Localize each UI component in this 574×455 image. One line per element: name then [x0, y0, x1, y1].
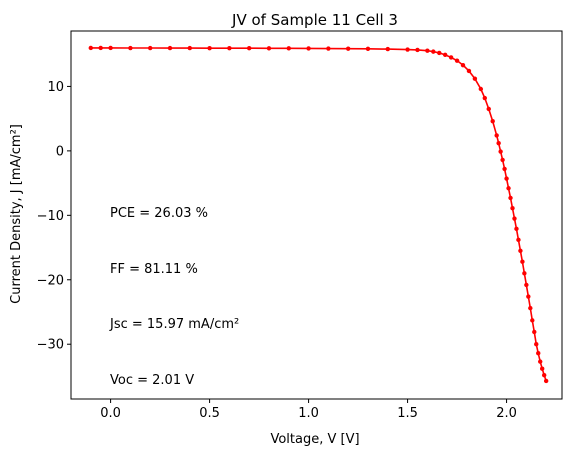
data-point — [516, 237, 521, 243]
x-tick-label: 0.5 — [199, 406, 220, 421]
data-point — [442, 52, 448, 58]
data-point — [425, 48, 430, 53]
y-axis: −30 −20 −10 0 10 — [37, 80, 71, 353]
data-point — [520, 259, 525, 264]
data-point — [207, 45, 212, 51]
annotation-text: FF = 81.11 % — [110, 262, 198, 277]
data-point — [500, 157, 505, 163]
series-layer — [88, 45, 549, 384]
data-point — [128, 45, 133, 51]
data-point — [530, 318, 535, 323]
y-tick-label: 0 — [56, 144, 64, 159]
data-point — [534, 342, 539, 347]
data-point — [108, 45, 113, 51]
data-point — [187, 45, 192, 51]
y-tick-label: 10 — [47, 80, 64, 95]
data-point — [502, 166, 507, 172]
annotation-text: Jsc = 15.97 mA/cm² — [109, 317, 239, 332]
annotation-text: PCE = 26.03 % — [110, 206, 208, 221]
data-point — [286, 46, 291, 51]
data-point — [522, 271, 527, 276]
chart-title: JV of Sample 11 Cell 3 — [231, 11, 398, 29]
data-point — [498, 149, 503, 154]
data-point — [526, 294, 531, 299]
data-point — [472, 76, 478, 81]
annotations: PCE = 26.03 % FF = 81.11 % Jsc = 15.97 mA/… — [109, 206, 239, 388]
data-point — [543, 378, 549, 384]
x-tick-label: 1.0 — [298, 406, 319, 421]
plot-area: 0.0 0.5 1.0 1.5 2.0 −30 −20 −10 0 10 PCE = 26.03… — [37, 30, 563, 421]
data-point — [528, 305, 533, 311]
data-point — [437, 50, 442, 56]
data-point — [88, 45, 93, 51]
data-point — [508, 195, 513, 201]
data-point — [415, 47, 420, 53]
data-point — [345, 46, 351, 51]
data-point — [448, 55, 454, 60]
series-line — [90, 47, 547, 382]
data-point — [538, 359, 543, 364]
data-point — [510, 206, 515, 211]
data-point — [460, 62, 466, 68]
data-point — [246, 46, 252, 51]
data-point — [494, 133, 499, 138]
x-axis: 0.0 0.5 1.0 1.5 2.0 — [100, 399, 517, 421]
data-point — [524, 282, 529, 288]
data-point — [306, 46, 311, 51]
data-point — [506, 186, 511, 191]
data-point — [482, 95, 487, 101]
data-point — [227, 45, 232, 51]
data-point — [541, 372, 547, 378]
data-point — [512, 216, 517, 221]
data-point — [167, 45, 173, 51]
y-tick-label: −20 — [37, 273, 64, 288]
data-point — [514, 226, 519, 232]
data-point — [431, 49, 436, 54]
x-tick-label: 0.0 — [100, 406, 121, 421]
data-point — [490, 119, 495, 124]
data-point — [385, 46, 390, 52]
data-point — [98, 45, 103, 51]
y-tick-label: −10 — [37, 209, 64, 224]
x-axis-label: Voltage, V [V] — [270, 432, 359, 447]
data-point — [365, 46, 371, 52]
y-tick-label: −30 — [37, 338, 64, 353]
data-point — [518, 248, 523, 253]
data-point — [536, 351, 541, 356]
data-point — [405, 47, 410, 52]
data-point — [486, 106, 491, 112]
data-point — [147, 45, 153, 51]
data-point — [504, 176, 509, 181]
x-tick-label: 1.5 — [397, 406, 418, 421]
y-axis-label: Current Density, J [mA/cm²] — [9, 124, 24, 304]
data-point — [540, 366, 545, 371]
x-tick-label: 2.0 — [496, 406, 517, 421]
data-point — [454, 58, 460, 63]
data-point — [478, 86, 484, 92]
data-point — [532, 329, 537, 335]
annotation-text: Voc = 2.01 V — [110, 373, 194, 388]
data-point — [326, 46, 331, 51]
data-point — [496, 140, 501, 146]
data-point — [466, 68, 472, 74]
data-point — [266, 46, 272, 51]
